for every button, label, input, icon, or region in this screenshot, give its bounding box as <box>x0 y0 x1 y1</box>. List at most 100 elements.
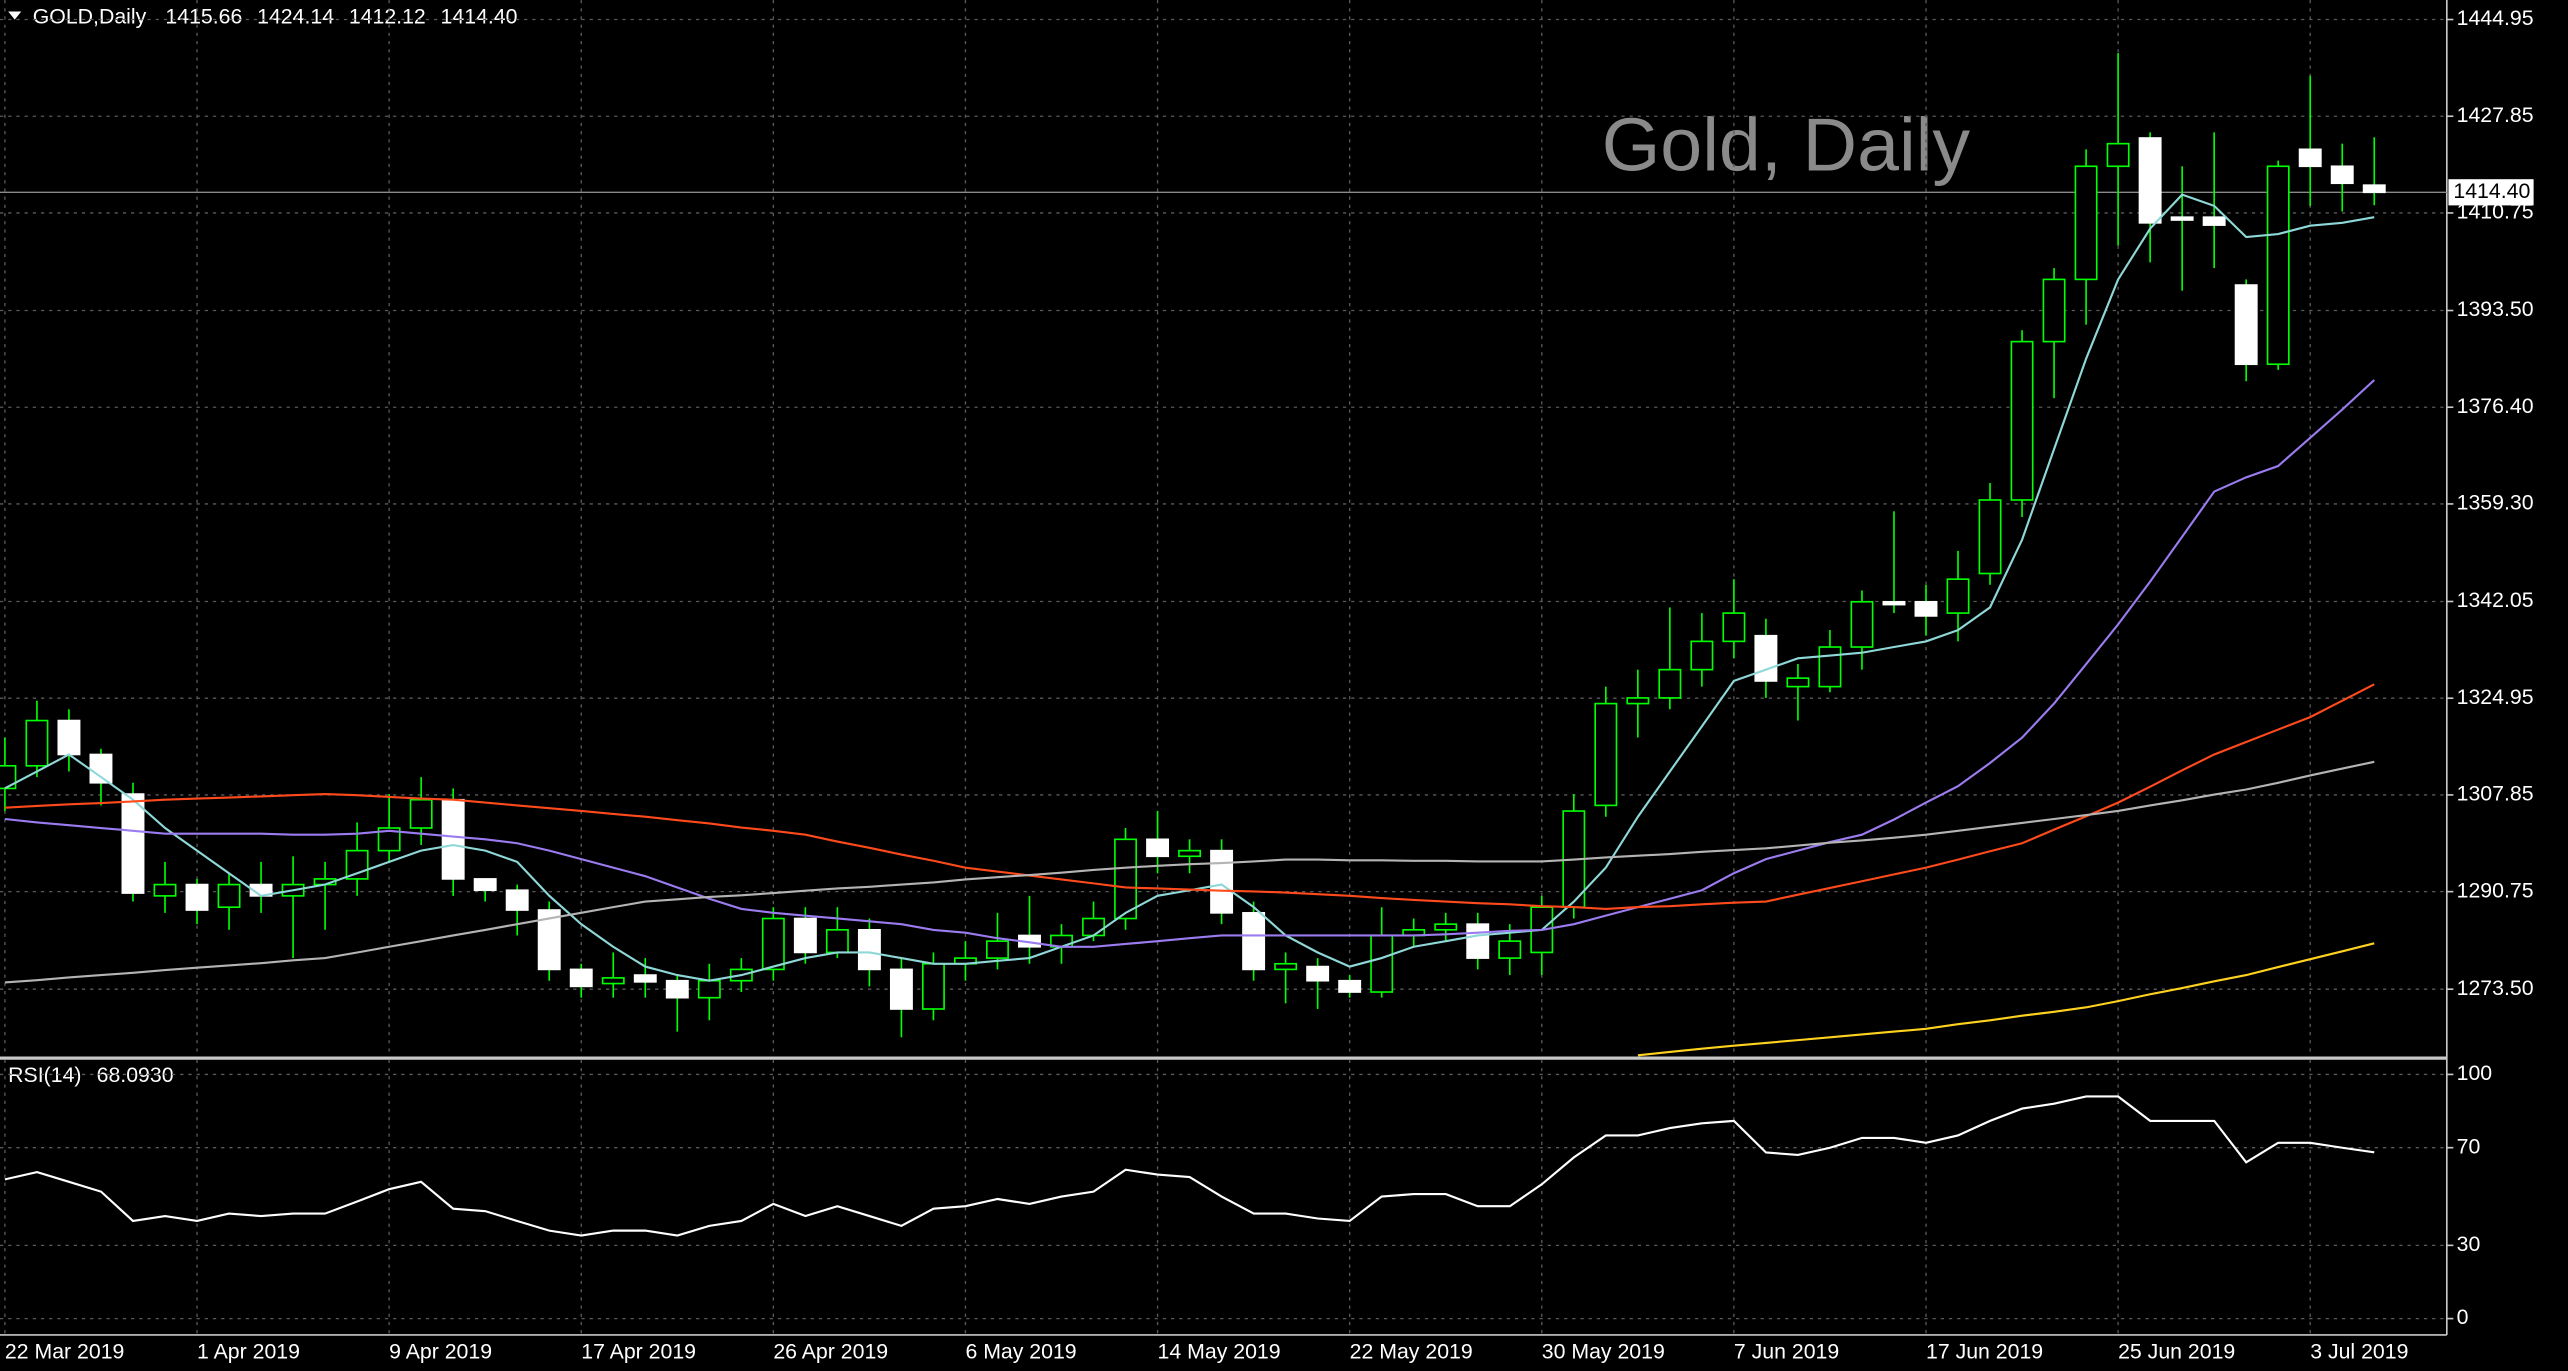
candle-body <box>921 962 945 1010</box>
candle-body <box>761 917 785 971</box>
candle-body <box>1754 634 1778 682</box>
candle-body <box>1978 499 2002 575</box>
candle-body <box>345 849 369 880</box>
moving-average <box>4 683 2375 910</box>
candle-body <box>986 940 1009 959</box>
ohlc-label: 1424.14 <box>257 5 334 29</box>
candle-body <box>409 798 433 829</box>
candle-body <box>1658 668 1682 699</box>
price-tag <box>2448 179 2534 206</box>
y-tick-label: 0 <box>2457 1305 2469 1329</box>
x-tick-label: 14 May 2019 <box>1158 1340 1281 1364</box>
candle-body <box>505 889 529 911</box>
candle-body <box>1914 600 1938 617</box>
candle-body <box>1306 965 1330 982</box>
candle-body <box>537 909 561 971</box>
moving-average <box>4 379 2375 948</box>
y-tick-label: 1359.30 <box>2457 491 2534 515</box>
candle-body <box>2362 184 2386 194</box>
candle-body <box>0 764 17 790</box>
candle-body <box>473 878 497 892</box>
y-tick-label: 1376.40 <box>2457 394 2534 418</box>
candle-body <box>889 968 913 1010</box>
candle-body <box>601 977 625 985</box>
candle-body <box>1946 578 1970 614</box>
x-tick-label: 17 Apr 2019 <box>581 1340 696 1364</box>
ohlc-label: 1415.66 <box>165 5 242 29</box>
y-tick-label: 1307.85 <box>2457 782 2534 806</box>
rsi-title: RSI(14) <box>8 1063 81 1087</box>
candle-body <box>2298 148 2322 168</box>
symbol-label: GOLD,Daily <box>33 5 147 29</box>
candle-body <box>697 979 721 999</box>
candle-body <box>1178 849 1202 858</box>
candle-body <box>1594 702 1618 807</box>
candle-body <box>857 928 881 971</box>
x-tick-label: 30 May 2019 <box>1542 1340 1665 1364</box>
y-tick-label: 1324.95 <box>2457 685 2534 709</box>
candle-body <box>825 928 849 954</box>
collapse-icon[interactable] <box>8 11 22 20</box>
x-tick-label: 7 Jun 2019 <box>1734 1340 1839 1364</box>
y-tick-label: 1393.50 <box>2457 297 2534 321</box>
candle-body <box>2138 137 2162 224</box>
y-tick-label: 30 <box>2457 1232 2481 1256</box>
x-tick-label: 25 Jun 2019 <box>2118 1340 2235 1364</box>
x-tick-label: 22 Mar 2019 <box>5 1340 124 1364</box>
x-tick-label: 6 May 2019 <box>965 1340 1076 1364</box>
y-tick-label: 1342.05 <box>2457 588 2534 612</box>
candle-body <box>2074 165 2098 281</box>
candle-body <box>1370 934 1394 993</box>
candle-body <box>569 968 593 988</box>
x-tick-label: 22 May 2019 <box>1350 1340 1473 1364</box>
candle-body <box>89 753 113 784</box>
watermark-title: Gold, Daily <box>1602 103 1971 187</box>
x-tick-label: 9 Apr 2019 <box>389 1340 492 1364</box>
candle-body <box>1434 923 1458 931</box>
candle-body <box>57 719 81 756</box>
candle-body <box>1786 677 1810 688</box>
candle-body <box>1146 838 1170 858</box>
candle-body <box>1690 640 1714 671</box>
candle-body <box>1274 962 1298 971</box>
x-tick-label: 3 Jul 2019 <box>2310 1340 2408 1364</box>
candle-body <box>153 883 177 897</box>
candle-body <box>377 827 401 852</box>
candle-body <box>25 719 49 767</box>
ohlc-label: 1414.40 <box>441 5 518 29</box>
candle-body <box>1338 979 1362 993</box>
candle-body <box>2042 278 2066 343</box>
candle-body <box>1498 940 1522 959</box>
candle-body <box>441 798 465 880</box>
candle-body <box>2202 216 2226 226</box>
candle-body <box>2170 216 2194 221</box>
candle-body <box>1242 912 1266 971</box>
price-tag-label: 1414.40 <box>2453 179 2530 203</box>
y-tick-label: 100 <box>2457 1061 2493 1085</box>
y-tick-label: 1444.95 <box>2457 6 2534 30</box>
candle-body <box>2234 284 2258 366</box>
candle-body <box>1818 646 1842 688</box>
candle-body <box>633 974 657 983</box>
candle-body <box>1626 697 1650 705</box>
candle-body <box>217 883 241 909</box>
moving-average <box>1637 942 2375 1057</box>
x-tick-label: 1 Apr 2019 <box>197 1340 300 1364</box>
candle-body <box>2010 340 2034 501</box>
rsi-line <box>4 1095 2375 1237</box>
x-tick-label: 17 Jun 2019 <box>1926 1340 2043 1364</box>
candle-body <box>1210 849 1234 914</box>
candle-body <box>793 917 817 954</box>
candle-body <box>2106 142 2130 168</box>
candle-body <box>1882 600 1906 606</box>
moving-average <box>4 760 2375 984</box>
candle-body <box>2266 165 2290 366</box>
candle-body <box>1114 838 1138 920</box>
y-tick-label: 70 <box>2457 1134 2481 1158</box>
candle-body <box>1466 923 1490 959</box>
candle-body <box>121 793 145 894</box>
candle-body <box>2330 165 2354 185</box>
